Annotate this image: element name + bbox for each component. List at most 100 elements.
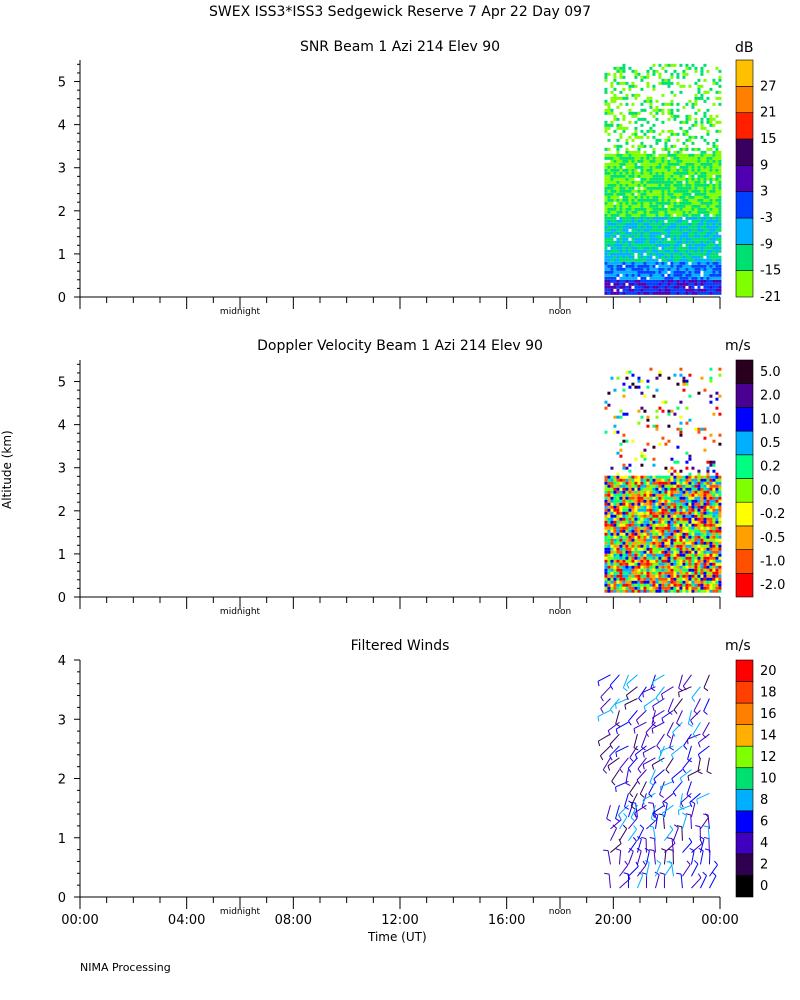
wind-barb-flag — [650, 687, 656, 692]
snr-cell — [637, 249, 641, 253]
velocity-cell — [631, 556, 635, 560]
snr-cell — [646, 195, 650, 199]
velocity-cell — [718, 517, 722, 521]
snr-cell — [706, 213, 710, 217]
velocity-cell — [625, 481, 629, 485]
snr-cell — [706, 288, 710, 292]
wind-barb-flag — [685, 813, 691, 816]
wind-barb — [600, 686, 611, 698]
velocity-cell — [706, 484, 710, 488]
velocity-cell — [694, 550, 698, 554]
snr-cell — [715, 225, 719, 229]
snr-cell — [619, 258, 623, 262]
snr-cell — [685, 147, 689, 151]
snr-cell — [649, 156, 653, 160]
snr-cell — [628, 288, 632, 292]
velocity-cell — [661, 556, 665, 560]
snr-cell — [649, 234, 653, 238]
snr-cell — [646, 234, 650, 238]
snr-cell — [643, 192, 647, 196]
snr-cell — [682, 120, 686, 124]
snr-cell — [622, 252, 626, 256]
velocity-cell — [616, 568, 620, 572]
velocity-cell — [676, 382, 680, 386]
velocity-cell — [682, 568, 686, 572]
snr-cell — [694, 273, 698, 277]
snr-cell — [613, 219, 617, 223]
snr-cell — [676, 153, 680, 157]
snr-cell — [628, 189, 632, 193]
velocity-cell — [712, 541, 716, 545]
snr-cell — [646, 222, 650, 226]
snr-cell — [652, 171, 656, 175]
snr-cell — [628, 261, 632, 265]
snr-cell — [664, 207, 668, 211]
velocity-cell — [622, 553, 626, 557]
snr-cell — [649, 195, 653, 199]
velocity-cell — [637, 376, 641, 380]
snr-cell — [640, 174, 644, 178]
velocity-cell — [643, 556, 647, 560]
snr-cell — [640, 129, 644, 133]
snr-cell — [619, 276, 623, 280]
velocity-cell — [619, 484, 623, 488]
snr-cell — [634, 180, 638, 184]
velocity-cell — [646, 490, 650, 494]
wind-barb — [636, 710, 647, 721]
snr-cell — [607, 201, 611, 205]
snr-cell — [709, 180, 713, 184]
velocity-cell — [646, 574, 650, 578]
velocity-cell — [658, 496, 662, 500]
snr-cell — [664, 234, 668, 238]
snr-cell — [679, 63, 683, 67]
snr-cell — [712, 255, 716, 259]
velocity-cell — [640, 559, 644, 563]
snr-cell — [703, 165, 707, 169]
snr-cell — [661, 120, 665, 124]
snr-cell — [667, 213, 671, 217]
snr-cell — [712, 234, 716, 238]
snr-cell — [688, 264, 692, 268]
snr-cell — [676, 210, 680, 214]
velocity-cell — [676, 499, 680, 503]
snr-cell — [694, 222, 698, 226]
snr-cell — [625, 201, 629, 205]
snr-cell — [715, 186, 719, 190]
snr-cell — [664, 276, 668, 280]
velocity-cell — [679, 565, 683, 569]
velocity-cell — [661, 478, 665, 482]
velocity-cell — [655, 409, 659, 413]
velocity-cell — [649, 475, 653, 479]
velocity-cell — [667, 544, 671, 548]
velocity-cell — [616, 559, 620, 563]
snr-cell — [661, 279, 665, 283]
snr-cell — [691, 195, 695, 199]
snr-cell — [640, 261, 644, 265]
snr-cell — [613, 252, 617, 256]
wind-barb — [639, 781, 647, 795]
snr-cell — [712, 228, 716, 232]
velocity-cell — [709, 529, 713, 533]
wind-colorbar-segment — [735, 681, 754, 704]
wind-barb — [653, 769, 665, 780]
velocity-cell — [634, 496, 638, 500]
velocity-cell — [637, 544, 641, 548]
snr-cell — [706, 231, 710, 235]
snr-cell — [706, 165, 710, 169]
velocity-cell — [628, 529, 632, 533]
snr-cell — [679, 171, 683, 175]
wind-barb-flag — [627, 768, 632, 773]
velocity-cell — [706, 523, 710, 527]
velocity-cell — [658, 373, 662, 377]
snr-cell — [616, 279, 620, 283]
velocity-cell — [673, 577, 677, 581]
snr-cell — [715, 81, 719, 85]
velocity-cell — [688, 499, 692, 503]
snr-cell — [658, 267, 662, 271]
snr-cell — [679, 183, 683, 187]
velocity-cell — [652, 523, 656, 527]
snr-cell — [613, 204, 617, 208]
velocity-cell — [709, 559, 713, 563]
snr-cell — [625, 228, 629, 232]
velocity-cell — [619, 448, 623, 452]
